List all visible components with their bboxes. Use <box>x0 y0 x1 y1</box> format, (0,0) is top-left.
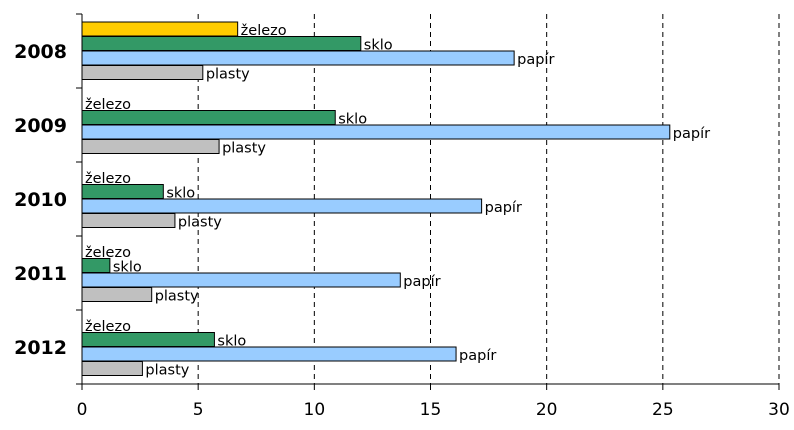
bars <box>81 21 671 376</box>
bar-plasty-2012 <box>81 361 143 376</box>
x-tick-label: 0 <box>77 400 88 420</box>
category-label-2009: 2009 <box>14 115 67 137</box>
x-tick-label: 20 <box>536 400 558 420</box>
bar-label-železo-2011: železo <box>85 245 131 261</box>
bar-papír-2008 <box>81 50 515 66</box>
bar-label-sklo-2009: sklo <box>338 112 367 128</box>
bar-label-papír-2012: papír <box>459 348 496 364</box>
bar-label-plasty-2008: plasty <box>206 67 250 83</box>
bar-label-plasty-2009: plasty <box>222 141 266 157</box>
bar-plasty-2008 <box>81 65 204 80</box>
bar-sklo-2008 <box>81 36 362 51</box>
category-label-2012: 2012 <box>14 337 67 359</box>
category-label-2008: 2008 <box>14 41 67 63</box>
x-tick-label: 25 <box>652 400 674 420</box>
x-tick-label: 10 <box>304 400 326 420</box>
bar-label-sklo-2010: sklo <box>166 186 195 202</box>
bar-label-železo-2009: železo <box>85 97 131 113</box>
bar-plasty-2009 <box>81 139 220 154</box>
bar-label-sklo-2011: sklo <box>113 260 142 276</box>
bar-label-železo-2012: železo <box>85 319 131 335</box>
labels: 0 5 10 15 20 25 302008železosklopapírplasty200… <box>14 23 790 420</box>
bar-label-sklo-2008: sklo <box>364 38 393 54</box>
bar-label-plasty-2012: plasty <box>145 363 189 379</box>
bar-label-sklo-2012: sklo <box>217 334 246 350</box>
bar-papír-2009 <box>81 124 671 140</box>
bar-label-železo-2010: železo <box>85 171 131 187</box>
bar-label-papír-2008: papír <box>517 52 554 68</box>
bar-plasty-2010 <box>81 213 176 228</box>
category-label-2011: 2011 <box>14 263 67 285</box>
x-tick-label: 30 <box>768 400 790 420</box>
category-label-2010: 2010 <box>14 189 67 211</box>
bar-label-papír-2010: papír <box>485 200 522 216</box>
bar-label-papír-2011: papír <box>403 274 440 290</box>
bar-label-plasty-2011: plasty <box>155 289 199 305</box>
x-tick-label: 15 <box>420 400 442 420</box>
axes <box>76 13 780 390</box>
bar-papír-2010 <box>81 198 483 214</box>
bar-label-plasty-2010: plasty <box>178 215 222 231</box>
bar-plasty-2011 <box>81 287 153 302</box>
x-tick-label: 5 <box>193 400 204 420</box>
bar-papír-2012 <box>81 346 457 362</box>
bar-label-železo-2008: železo <box>241 23 287 39</box>
bar-label-papír-2009: papír <box>673 126 710 142</box>
bar-železo-2008 <box>81 21 239 37</box>
